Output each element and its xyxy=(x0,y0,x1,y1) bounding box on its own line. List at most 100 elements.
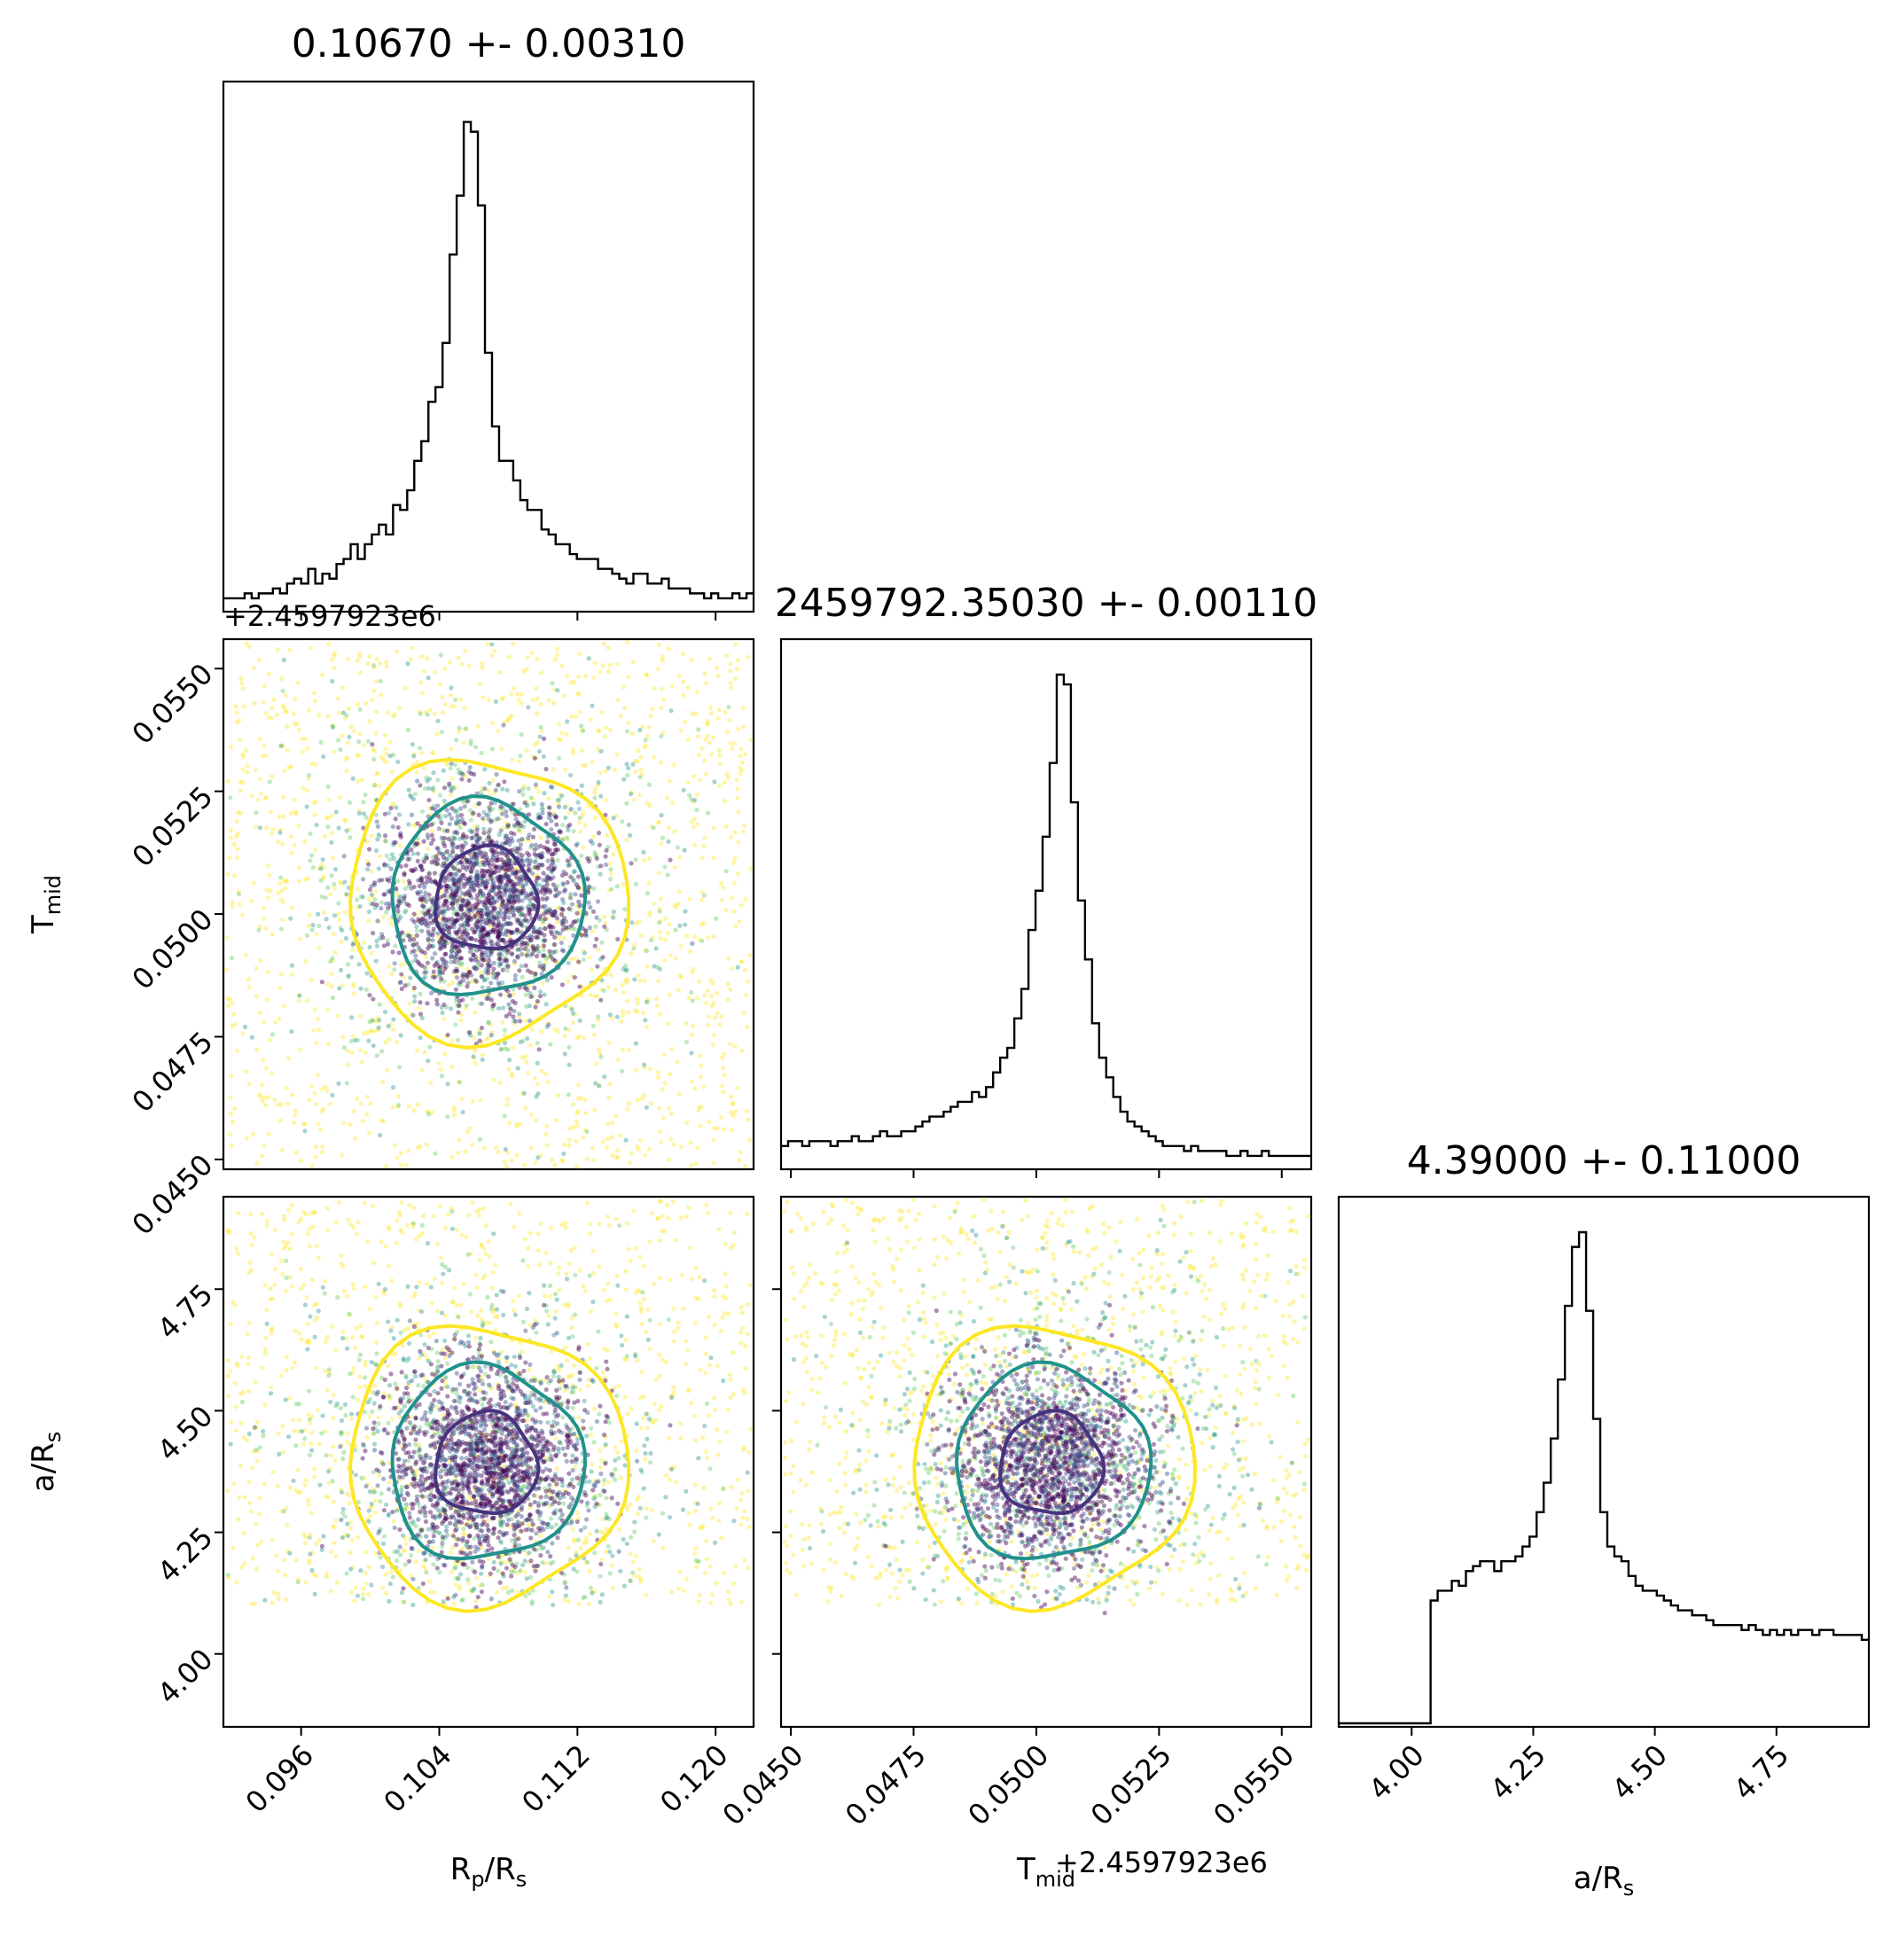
scatter-point-mid xyxy=(392,967,397,972)
scatter-point-outer xyxy=(401,878,406,885)
scatter-point-mid xyxy=(571,828,576,834)
scatter-point-outer xyxy=(714,1427,720,1433)
scatter-point-outer xyxy=(740,1515,746,1520)
scatter-point-inner xyxy=(481,831,487,836)
scatter-point-inner xyxy=(393,839,398,845)
scatter-point-outer xyxy=(523,1105,528,1111)
scatter-point-mid xyxy=(657,920,662,925)
scatter-point-outer xyxy=(711,1000,716,1006)
scatter-point-mid xyxy=(389,852,395,857)
scatter-point-outer xyxy=(418,654,424,660)
scatter-point-outer xyxy=(363,1570,368,1576)
scatter-point-mid xyxy=(414,924,419,929)
scatter-point-outer xyxy=(743,993,749,998)
scatter-point-outer xyxy=(276,1431,281,1436)
scatter-point-outer xyxy=(499,696,504,702)
scatter-point-inner xyxy=(371,931,376,936)
scatter-point-outer xyxy=(510,757,515,762)
scatter-point-inner xyxy=(538,852,543,857)
scatter-point-outer xyxy=(483,1223,488,1229)
scatter-point-outer xyxy=(456,822,462,827)
scatter-point-outer xyxy=(319,1150,325,1155)
scatter-point-outer xyxy=(716,748,722,754)
scatter-point-outer xyxy=(272,1267,278,1272)
scatter-point-outer xyxy=(692,816,698,822)
scatter-point-outer xyxy=(707,656,712,661)
scatter-point-outer xyxy=(337,710,342,715)
scatter-point-outer xyxy=(251,880,257,886)
scatter-point-mid xyxy=(328,958,333,964)
scatter-point-inner xyxy=(447,822,452,827)
scatter-point-outer xyxy=(695,822,700,827)
scatter-point-outer xyxy=(252,1601,257,1606)
scatter-point-outer xyxy=(534,1001,539,1006)
scatter-point-outer xyxy=(606,1095,612,1100)
scatter-point-inner xyxy=(604,847,609,854)
scatter-point-mid xyxy=(723,869,729,874)
scatter-point-inner xyxy=(443,883,449,888)
scatter-point-inner xyxy=(514,888,520,894)
scatter-point-outer xyxy=(522,946,528,952)
scatter-point-outer xyxy=(233,704,238,709)
scatter-point-outer xyxy=(538,1152,543,1159)
scatter-point-outer xyxy=(410,823,417,829)
scatter-point-outer xyxy=(678,943,684,949)
scatter-point-mid xyxy=(567,1062,572,1067)
scatter-point-outer xyxy=(263,1066,269,1071)
scatter-point-outer xyxy=(730,895,735,901)
scatter-point-outer xyxy=(278,1373,284,1378)
scatter-point-outer xyxy=(590,760,595,765)
scatter-point-inner xyxy=(434,846,440,851)
scatter-point-inner xyxy=(487,863,492,868)
scatter-point-outer xyxy=(742,1508,747,1514)
scatter-point-outer xyxy=(268,1297,273,1302)
scatter-point-inner xyxy=(629,861,634,866)
scatter-point-inner xyxy=(460,771,465,777)
scatter-point-mid xyxy=(457,725,462,730)
scatter-point-inner xyxy=(508,1006,513,1011)
scatter-point-mid xyxy=(358,894,364,900)
scatter-point-outer xyxy=(597,729,602,734)
scatter-point-inner xyxy=(519,951,525,957)
scatter-point-inner xyxy=(574,842,579,848)
scatter-point-outer xyxy=(461,740,466,746)
scatter-point-outer xyxy=(745,1211,750,1216)
scatter-point-inner xyxy=(489,870,495,876)
scatter-point-mid xyxy=(581,728,586,733)
scatter-point-inner xyxy=(592,943,598,949)
scatter-point-outer xyxy=(485,1518,491,1524)
scatter-point-outer xyxy=(434,731,440,737)
scatter-point-outer xyxy=(532,945,537,951)
scatter-point-outer xyxy=(708,1600,714,1605)
scatter-point-outer xyxy=(329,984,334,989)
scatter-point-outer xyxy=(335,696,341,701)
scatter-point-outer xyxy=(281,1558,287,1563)
scatter-point-outer xyxy=(651,1281,657,1286)
scatter-point-outer xyxy=(613,813,619,818)
scatter-point-outer xyxy=(449,704,454,709)
scatter-point-outer xyxy=(732,855,738,862)
scatter-point-inner xyxy=(526,863,531,868)
scatter-point-outer xyxy=(449,1545,456,1550)
scatter-point-inner xyxy=(569,923,574,928)
scatter-point-outer xyxy=(655,666,660,671)
scatter-point-outer xyxy=(355,658,360,664)
scatter-point-outer xyxy=(728,1211,733,1216)
scatter-point-inner xyxy=(543,766,549,772)
scatter-point-outer xyxy=(449,776,455,781)
scatter-point-inner xyxy=(488,877,494,882)
scatter-point-outer xyxy=(719,1535,724,1541)
scatter-point-outer xyxy=(577,1268,582,1273)
scatter-point-outer xyxy=(712,1395,717,1401)
scatter-point-outer xyxy=(625,998,630,1003)
scatter-point-inner xyxy=(555,930,560,936)
scatter-point-outer xyxy=(500,1585,506,1590)
scatter-point-outer xyxy=(639,1096,645,1102)
scatter-point-outer xyxy=(716,707,722,713)
scatter-point-mid xyxy=(278,743,284,748)
scatter-point-outer xyxy=(426,1333,432,1339)
scatter-point-mid xyxy=(418,746,423,751)
scatter-point-outer xyxy=(563,1224,568,1230)
scatter-point-outer xyxy=(649,1211,655,1216)
scatter-point-inner xyxy=(549,784,554,790)
